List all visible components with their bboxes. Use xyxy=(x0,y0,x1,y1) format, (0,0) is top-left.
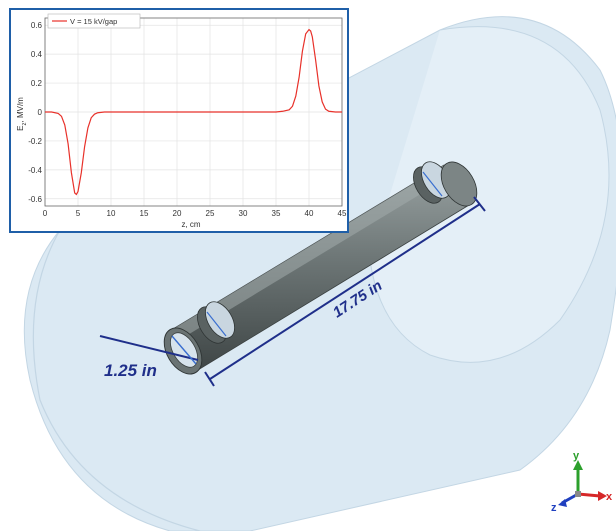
outer-cylinder-front-edge xyxy=(32,229,201,531)
triad-x-label: x xyxy=(606,491,613,503)
x-axis-ticks: 0 5 10 15 20 25 30 35 40 45 xyxy=(43,209,347,218)
y-axis-label: Ez, MV/m xyxy=(16,97,28,131)
x-tick-label: 10 xyxy=(107,209,116,218)
outer-cylinder-rear-cap xyxy=(369,26,610,363)
diameter-dimension: 1.25 in xyxy=(99,335,199,380)
x-tick-label: 0 xyxy=(43,209,48,218)
y-tick-label: -0.4 xyxy=(28,166,42,175)
x-tick-label: 35 xyxy=(272,209,281,218)
x-tick-label: 20 xyxy=(173,209,182,218)
x-tick-label: 30 xyxy=(239,209,248,218)
gap-ring-near xyxy=(197,301,235,344)
diameter-label: 1.25 in xyxy=(104,361,157,380)
drift-tube xyxy=(163,161,478,375)
field-curve xyxy=(45,28,342,196)
x-tick-label: 5 xyxy=(76,209,81,218)
y-tick-label: -0.6 xyxy=(28,195,42,204)
field-profile-chart: 0 5 10 15 20 25 30 35 40 45 -0.6 -0.4 -0.2 0 0.2 0.4 0.… xyxy=(16,13,347,229)
y-axis-ticks: -0.6 -0.4 -0.2 0 0.2 0.4 0.6 xyxy=(28,21,42,204)
chart-legend: V = 15 kV/gap xyxy=(47,13,141,29)
y-tick-label: 0.4 xyxy=(31,50,43,59)
triad-y-label: y xyxy=(573,450,580,462)
axis-triad: y x z xyxy=(551,450,613,514)
triad-z-label: z xyxy=(551,502,557,514)
legend-label: V = 15 kV/gap xyxy=(70,17,117,26)
y-tick-label: 0.2 xyxy=(31,79,43,88)
x-axis-label: z, cm xyxy=(181,220,200,229)
x-tick-label: 40 xyxy=(305,209,314,218)
field-profile-inset: 0 5 10 15 20 25 30 35 40 45 -0.6 -0.4 -0.2 0 0.2 0.4 0.… xyxy=(9,8,349,233)
chart-grid xyxy=(44,18,343,206)
y-tick-label: 0 xyxy=(38,108,43,117)
tube-far-end xyxy=(440,161,478,207)
y-tick-label: -0.2 xyxy=(28,137,42,146)
y-tick-label: 0.6 xyxy=(31,21,43,30)
x-tick-label: 45 xyxy=(338,209,347,218)
x-tick-label: 25 xyxy=(206,209,215,218)
x-tick-label: 15 xyxy=(140,209,149,218)
